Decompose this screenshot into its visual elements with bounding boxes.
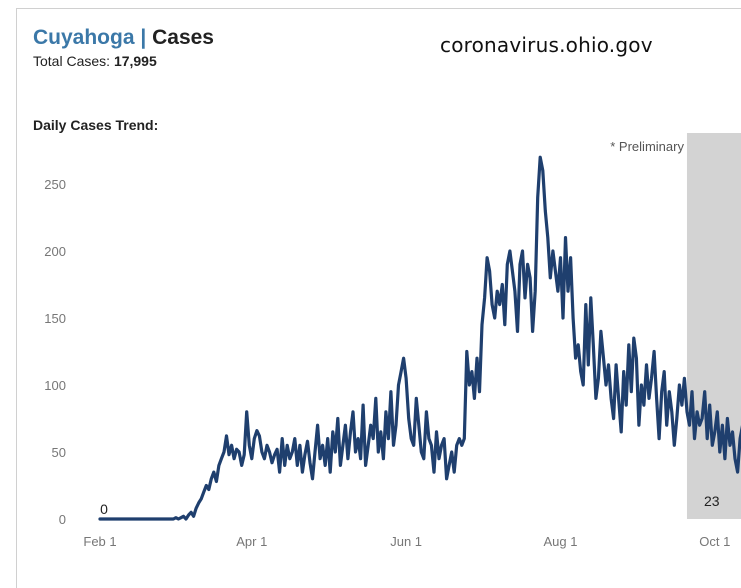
x-tick-label: Aug 1 (543, 534, 577, 549)
x-tick-label: Apr 1 (236, 534, 267, 549)
y-tick-label: 150 (44, 311, 66, 326)
y-tick-label: 50 (52, 445, 66, 460)
total-cases-value: 17,995 (113, 53, 157, 69)
metric-name: Cases (152, 26, 214, 49)
chart-title: Cuyahoga | Cases (33, 26, 214, 50)
preliminary-region (686, 133, 741, 519)
trend-heading: Daily Cases Trend: (33, 117, 159, 133)
chart-frame (16, 8, 741, 588)
y-tick-label: 200 (44, 244, 66, 259)
x-tick-label: Feb 1 (83, 534, 116, 549)
data-label: 23 (704, 493, 720, 509)
total-cases: Total Cases: 17,995 (33, 53, 157, 69)
title-separator: | (140, 26, 147, 49)
total-cases-label: Total Cases: (33, 53, 111, 69)
county-name: Cuyahoga (33, 26, 135, 49)
data-label: 0 (100, 501, 108, 517)
y-tick-label: 250 (44, 177, 66, 192)
x-tick-label: Oct 1 (699, 534, 730, 549)
series-line (98, 155, 741, 521)
y-tick-label: 0 (59, 512, 66, 527)
daily-cases-chart: * Preliminary 0 50 100 150 200 250 Feb 1 Apr 1 Ju… (44, 133, 741, 549)
x-tick-label: Jun 1 (390, 534, 422, 549)
preliminary-label: * Preliminary (610, 139, 684, 154)
source-url: coronavirus.ohio.gov (440, 33, 653, 57)
y-tick-label: 100 (44, 378, 66, 393)
